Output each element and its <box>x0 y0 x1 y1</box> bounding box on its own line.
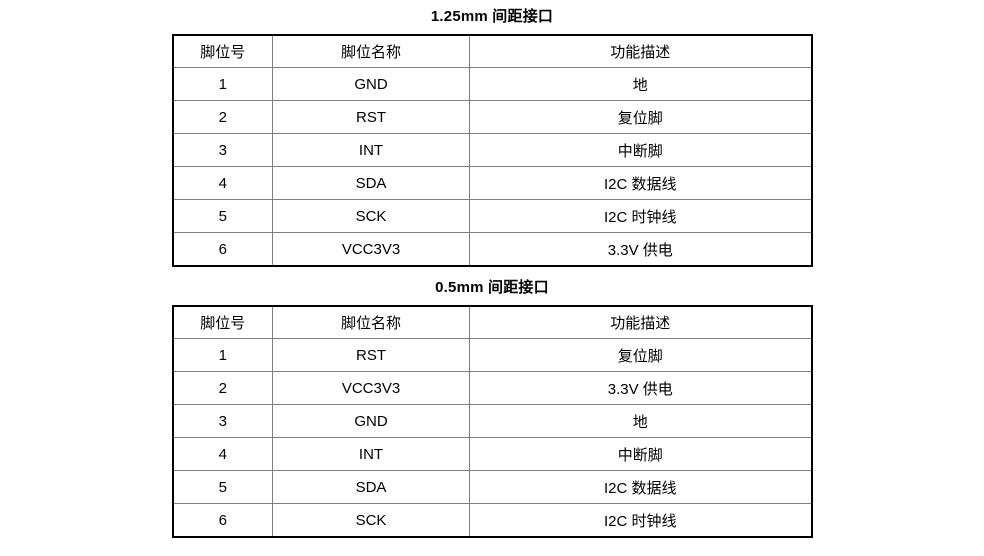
cell-function: 中断脚 <box>469 437 812 471</box>
cell-pin-number: 3 <box>172 404 273 438</box>
cell-pin-number: 6 <box>172 232 273 266</box>
cell-pin-number: 3 <box>172 133 273 167</box>
cell-pin-name: VCC3V3 <box>272 232 470 266</box>
cell-function: 3.3V 供电 <box>607 241 673 259</box>
document-page: 1.25mm 间距接口 脚位号 脚位名称 功能描述 1 GND 地 2 RST … <box>0 7 984 556</box>
section-title-1-25mm: 1.25mm 间距接口 <box>430 8 554 25</box>
cell-pin-name: SCK <box>272 199 470 233</box>
cell-pin-name: GND <box>272 67 470 101</box>
cell-pin-number: 6 <box>172 503 273 537</box>
cell-function: 中断脚 <box>469 133 812 167</box>
cell-function: I2C 时钟线 <box>469 199 812 233</box>
column-header-pin-number: 脚位号 <box>172 306 273 339</box>
cell-function: I2C 数据线 <box>469 470 812 504</box>
column-header-pin-number: 脚位号 <box>172 35 273 68</box>
pinout-table-1-25mm: 脚位号 脚位名称 功能描述 1 GND 地 2 RST 复位脚 3 INT 中断… <box>171 34 813 267</box>
cell-function: I2C 数据线 <box>469 166 812 200</box>
cell-pin-name: RST <box>272 100 470 134</box>
cell-function: 地 <box>469 404 812 438</box>
table-row: 3 INT 中断脚 <box>172 133 812 167</box>
table-row: 5 SDA I2C 数据线 <box>172 470 812 504</box>
cell-pin-name: INT <box>272 437 470 471</box>
column-header-pin-name: 脚位名称 <box>272 35 470 68</box>
table-row: 3 GND 地 <box>172 404 812 438</box>
cell-pin-number: 4 <box>172 437 273 471</box>
cell-function: 3.3V 供电 <box>469 371 812 405</box>
cell-pin-name: SDA <box>272 166 470 200</box>
cell-pin-name: GND <box>272 404 470 438</box>
cell-pin-number: 2 <box>172 371 273 405</box>
table-row: 6 SCK I2C 时钟线 <box>172 503 812 537</box>
table-row: 6 VCC3V3 3.3V 供电 <box>172 232 812 266</box>
column-header-function: 功能描述 <box>469 306 812 339</box>
pinout-table-0-5mm: 脚位号 脚位名称 功能描述 1 RST 复位脚 2 VCC3V3 3.3V 供电… <box>171 305 813 538</box>
table-header-row: 脚位号 脚位名称 功能描述 <box>172 306 812 339</box>
table-row: 5 SCK I2C 时钟线 <box>172 199 812 233</box>
cell-function: I2C 时钟线 <box>603 512 677 530</box>
cell-pin-number: 5 <box>172 199 273 233</box>
cell-pin-number: 2 <box>172 100 273 134</box>
cell-function: 复位脚 <box>469 100 812 134</box>
cell-function: 地 <box>469 67 812 101</box>
cell-pin-name: INT <box>272 133 470 167</box>
table-row: 2 RST 复位脚 <box>172 100 812 134</box>
cell-function: 复位脚 <box>469 338 812 372</box>
section-title-0-5mm: 0.5mm 间距接口 <box>435 279 549 296</box>
cell-pin-name: SCK <box>272 503 470 537</box>
table-row: 4 INT 中断脚 <box>172 437 812 471</box>
table-row: 1 GND 地 <box>172 67 812 101</box>
cell-pin-name: SDA <box>272 470 470 504</box>
cell-pin-number: 4 <box>172 166 273 200</box>
cell-pin-number: 1 <box>172 338 273 372</box>
table-header-row: 脚位号 脚位名称 功能描述 <box>172 35 812 68</box>
column-header-pin-name: 脚位名称 <box>272 306 470 339</box>
table-row: 2 VCC3V3 3.3V 供电 <box>172 371 812 405</box>
cell-pin-number: 1 <box>172 67 273 101</box>
column-header-function: 功能描述 <box>469 35 812 68</box>
cell-pin-name: VCC3V3 <box>272 371 470 405</box>
table-row: 1 RST 复位脚 <box>172 338 812 372</box>
table-row: 4 SDA I2C 数据线 <box>172 166 812 200</box>
cell-pin-name: RST <box>272 338 470 372</box>
cell-pin-number: 5 <box>172 470 273 504</box>
